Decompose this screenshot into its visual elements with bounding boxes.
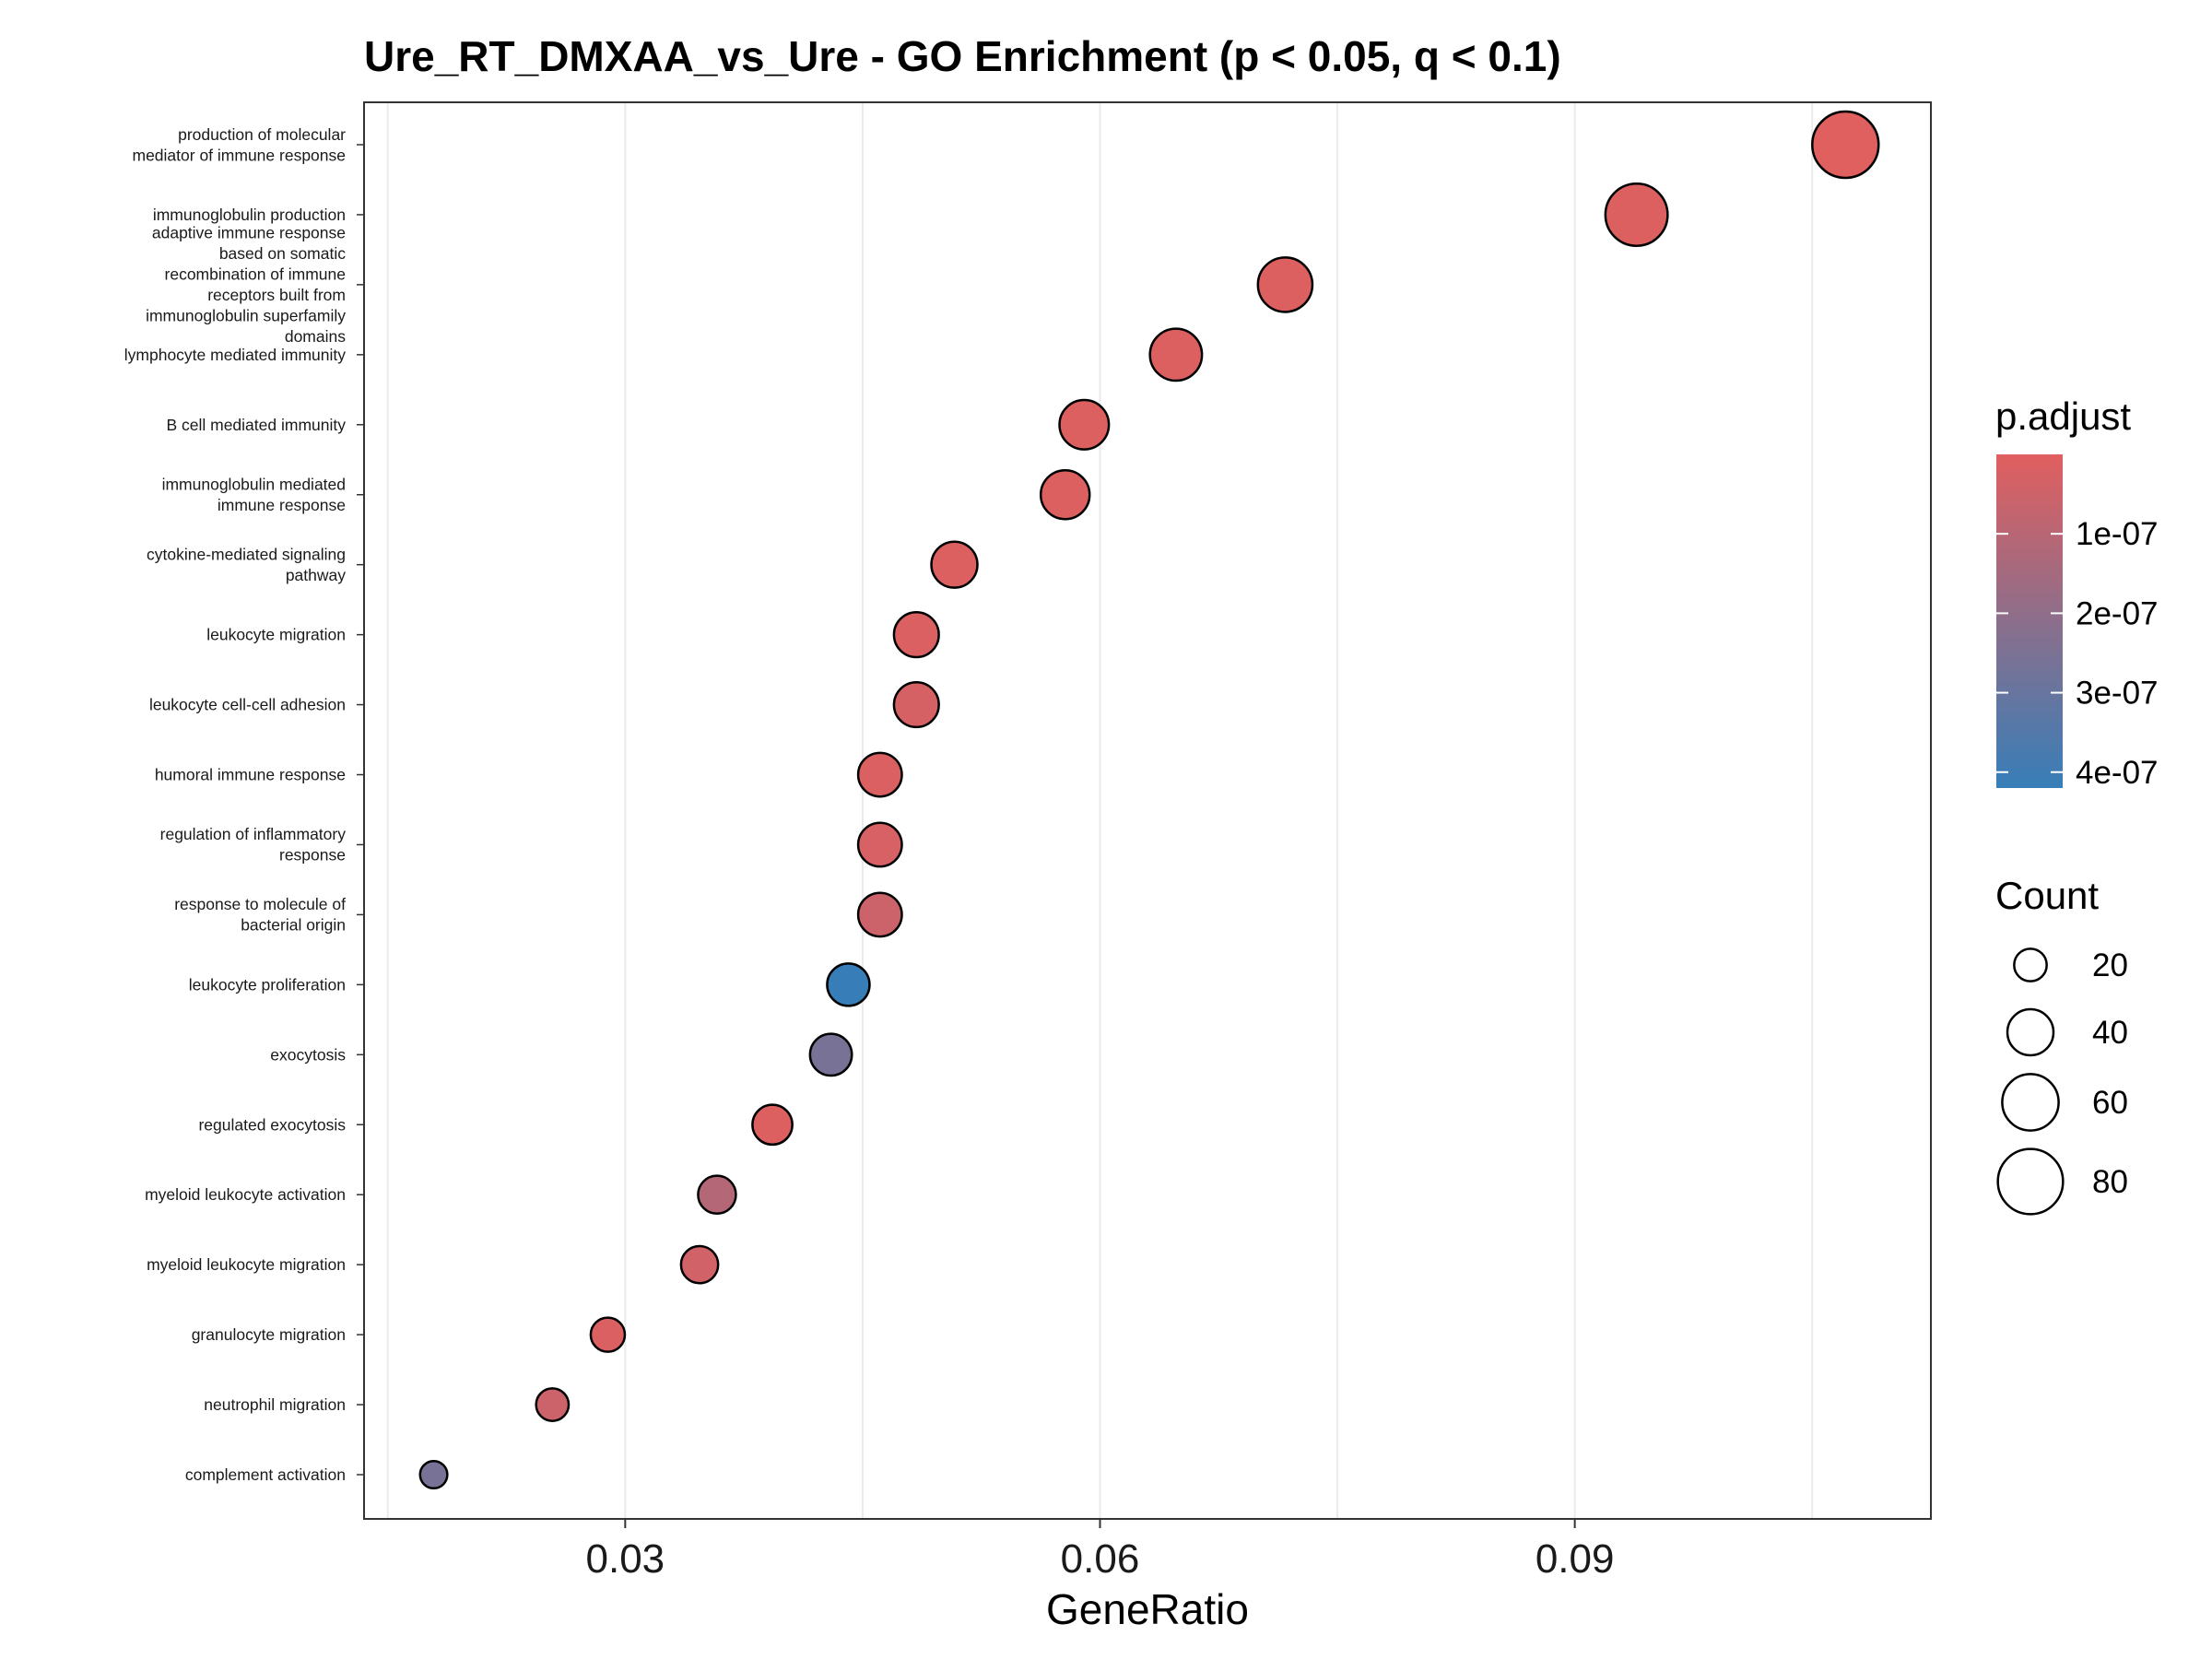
color-legend-gradient-bar (1996, 454, 2063, 788)
data-point (856, 891, 903, 938)
data-point (589, 1316, 627, 1353)
data-point (1256, 256, 1314, 313)
size-legend-key (2006, 1007, 2055, 1057)
y-tick-label: regulated exocytosis (198, 1115, 346, 1134)
y-tick-label: regulation of inflammatory response (160, 825, 347, 865)
size-legend-key (2001, 1073, 2060, 1132)
size-legend-title: Count (1995, 874, 2099, 917)
color-legend-title: p.adjust (1995, 394, 2131, 438)
grid-lines (386, 102, 1814, 1519)
color-legend: p.adjust 1e-07 2e-07 3e-07 4e-07 (1995, 394, 2159, 791)
size-legend-label: 40 (2092, 1015, 2128, 1051)
data-point (892, 680, 940, 729)
size-legend: Count 20 40 60 80 (1995, 874, 2128, 1216)
data-point (418, 1459, 449, 1490)
data-point (808, 1032, 853, 1077)
size-legend-key (1996, 1147, 2065, 1216)
data-point (856, 751, 903, 798)
y-tick-label: cytokine-mediated signaling pathway (147, 545, 346, 584)
data-point (679, 1244, 720, 1285)
data-point (930, 540, 979, 589)
data-point (1604, 182, 1669, 247)
y-tick-label: myeloid leukocyte activation (145, 1185, 346, 1204)
data-point (1811, 110, 1880, 180)
y-tick-label: leukocyte migration (206, 626, 346, 644)
y-tick-label: leukocyte proliferation (189, 975, 346, 994)
y-tick-label: humoral immune response (155, 766, 346, 784)
y-tick-label: exocytosis (270, 1045, 346, 1064)
y-tick-label: adaptive immune response based on somatic… (146, 224, 346, 347)
size-legend-label: 80 (2092, 1164, 2128, 1200)
y-tick-label: production of molecular mediator of immun… (133, 125, 347, 165)
data-point (751, 1103, 794, 1147)
color-legend-label: 3e-07 (2076, 676, 2159, 712)
data-points (418, 110, 1880, 1490)
size-legend-label: 20 (2092, 947, 2128, 983)
y-tick-label: complement activation (185, 1465, 346, 1484)
color-legend-label: 2e-07 (2076, 595, 2159, 631)
data-point (1039, 468, 1091, 521)
data-point (535, 1387, 571, 1422)
data-point (826, 962, 871, 1007)
size-legend-label: 60 (2092, 1085, 2128, 1121)
data-point (892, 611, 940, 659)
y-tick-label: response to molecule of bacterial origin (174, 895, 346, 935)
size-legend-key (2013, 947, 2048, 982)
plot-panel-border (363, 101, 1932, 1520)
x-axis-ticks: 0.03 0.06 0.09 (586, 1519, 1615, 1582)
x-axis-label: GeneRatio (1046, 1585, 1249, 1633)
y-tick-label: lymphocyte mediated immunity (124, 346, 346, 364)
size-legend-items: 20 40 60 80 (1996, 947, 2128, 1216)
data-point (1148, 327, 1204, 382)
y-axis-tick-labels: production of molecular mediator of immun… (124, 125, 364, 1484)
y-tick-label: neutrophil migration (204, 1395, 346, 1414)
y-tick-label: myeloid leukocyte migration (147, 1255, 346, 1274)
y-tick-label: leukocyte cell-cell adhesion (149, 696, 346, 714)
y-tick-label: granulocyte migration (192, 1325, 346, 1344)
y-tick-label: B cell mediated immunity (166, 416, 346, 434)
color-legend-ticks: 1e-07 2e-07 3e-07 4e-07 (1996, 516, 2159, 791)
color-legend-label: 1e-07 (2076, 516, 2159, 552)
y-tick-label: immunoglobulin mediated immune response (162, 475, 346, 514)
chart-title: Ure_RT_DMXAA_vs_Ure - GO Enrichment (p <… (364, 32, 1561, 80)
y-tick-label: immunoglobulin production (153, 206, 346, 224)
data-point (697, 1174, 737, 1215)
color-legend-label: 4e-07 (2076, 755, 2159, 791)
data-point (1058, 398, 1111, 451)
x-tick-label: 0.03 (586, 1536, 665, 1582)
x-tick-label: 0.06 (1061, 1536, 1140, 1582)
data-point (856, 821, 903, 868)
x-tick-label: 0.09 (1535, 1536, 1615, 1582)
